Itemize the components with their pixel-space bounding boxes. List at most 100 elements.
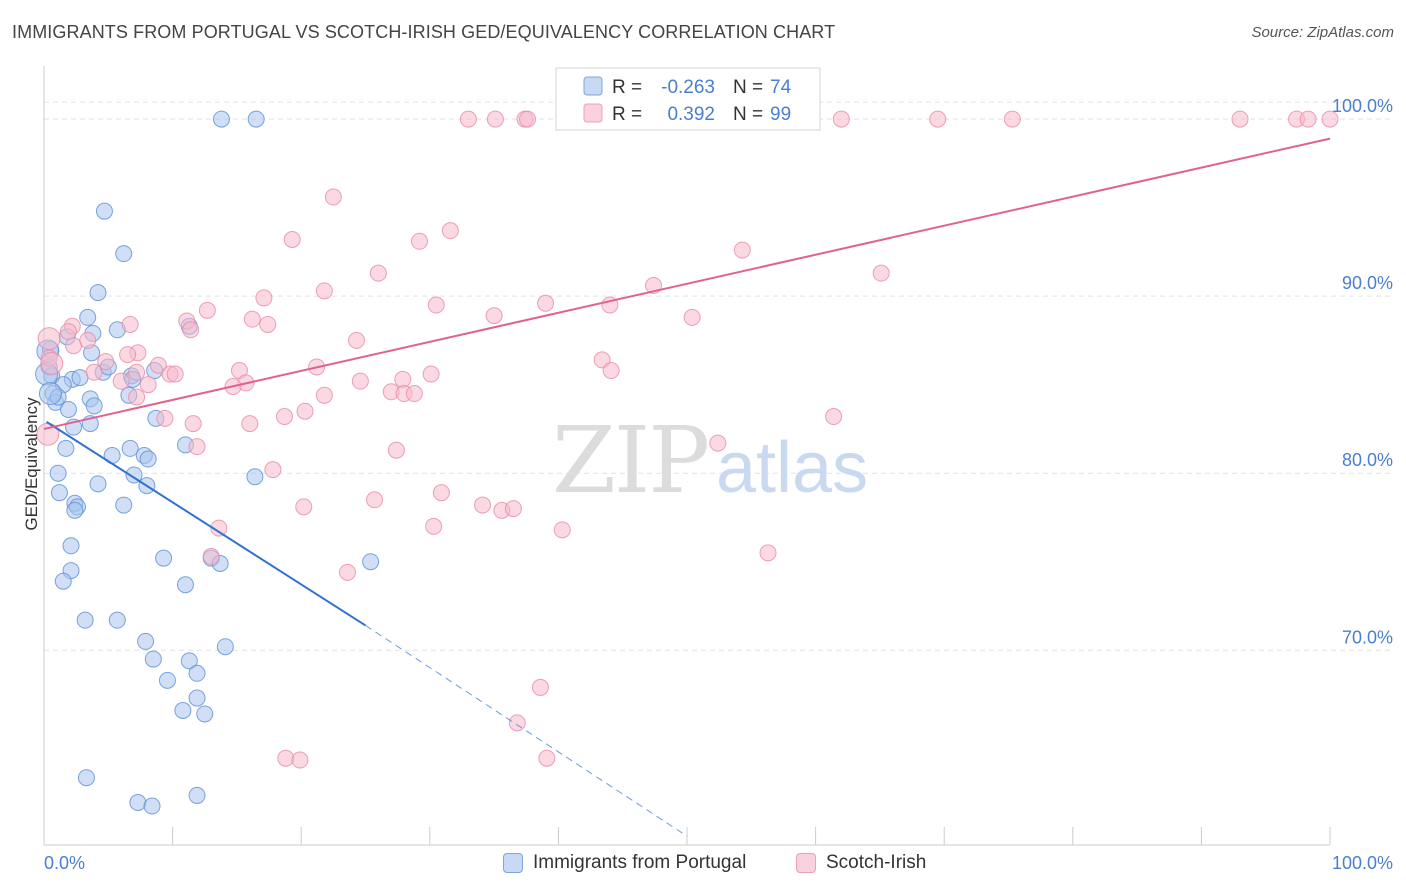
point-scotch-irish-67 bbox=[405, 385, 423, 403]
point-portugal-43 bbox=[50, 484, 68, 502]
point-scotch-irish-78 bbox=[264, 461, 282, 479]
point-scotch-irish-80 bbox=[366, 491, 384, 509]
point-portugal-40 bbox=[246, 468, 264, 486]
point-portugal-33 bbox=[121, 439, 139, 457]
watermark-atlas: atlas bbox=[716, 428, 868, 508]
point-scotch-irish-14 bbox=[1299, 110, 1317, 128]
watermark-zip: ZIP bbox=[552, 407, 708, 514]
point-scotch-irish-57 bbox=[602, 362, 620, 380]
point-portugal-60 bbox=[144, 650, 162, 668]
point-portugal-64 bbox=[188, 689, 206, 707]
point-scotch-irish-89 bbox=[759, 544, 777, 562]
point-scotch-irish-20 bbox=[283, 231, 301, 249]
point-scotch-irish-60 bbox=[112, 372, 130, 390]
point-portugal-57 bbox=[108, 611, 126, 629]
chart-source: Source: ZipAtlas.com bbox=[1251, 24, 1394, 41]
point-portugal-48 bbox=[62, 537, 80, 555]
point-scotch-irish-81 bbox=[295, 498, 313, 516]
point-portugal-67 bbox=[77, 769, 95, 787]
point-portugal-26 bbox=[59, 400, 77, 418]
point-portugal-56 bbox=[76, 611, 94, 629]
point-portugal-73 bbox=[38, 382, 62, 406]
stats-r-value-scotch-irish: 0.392 bbox=[667, 104, 715, 125]
legend-item-scotch-irish: Scotch-Irish bbox=[796, 852, 926, 874]
stats-r-label-scotch-irish: R = bbox=[612, 104, 642, 125]
point-portugal-61 bbox=[180, 652, 198, 670]
point-portugal-68 bbox=[129, 794, 147, 812]
point-scotch-irish-77 bbox=[709, 434, 727, 452]
point-portugal-0 bbox=[212, 110, 230, 128]
point-scotch-irish-79 bbox=[432, 484, 450, 502]
point-scotch-irish-71 bbox=[825, 408, 843, 426]
point-scotch-irish-59 bbox=[351, 372, 369, 390]
point-scotch-irish-87 bbox=[210, 519, 228, 537]
point-scotch-irish-21 bbox=[411, 232, 429, 250]
trend-line-portugal bbox=[46, 421, 367, 627]
stats-n-label-portugal: N = bbox=[733, 77, 763, 98]
point-portugal-41 bbox=[89, 475, 107, 493]
point-scotch-irish-93 bbox=[277, 749, 295, 767]
legend-label-portugal: Immigrants from Portugal bbox=[533, 852, 747, 873]
point-scotch-irish-28 bbox=[427, 296, 445, 314]
x-tick-label-0: 0.0% bbox=[44, 853, 85, 873]
point-scotch-irish-15 bbox=[1321, 110, 1339, 128]
point-scotch-irish-10 bbox=[929, 110, 947, 128]
point-scotch-irish-49 bbox=[149, 356, 167, 374]
point-scotch-irish-76 bbox=[387, 441, 405, 459]
x-tick-label-100: 100.0% bbox=[1332, 853, 1393, 873]
point-portugal-58 bbox=[137, 632, 155, 650]
point-portugal-37 bbox=[139, 450, 157, 468]
point-scotch-irish-64 bbox=[315, 386, 333, 404]
point-portugal-69 bbox=[188, 786, 206, 804]
point-scotch-irish-88 bbox=[202, 547, 220, 565]
point-scotch-irish-26 bbox=[255, 289, 273, 307]
point-portugal-62 bbox=[188, 664, 206, 682]
point-portugal-46 bbox=[115, 496, 133, 514]
point-portugal-32 bbox=[57, 439, 75, 457]
point-scotch-irish-75 bbox=[188, 438, 206, 456]
point-scotch-irish-82 bbox=[474, 496, 492, 514]
point-scotch-irish-63 bbox=[394, 370, 412, 388]
point-scotch-irish-1 bbox=[486, 110, 504, 128]
stats-r-value-portugal: -0.263 bbox=[661, 77, 715, 98]
point-portugal-65 bbox=[174, 701, 192, 719]
point-portugal-1 bbox=[247, 110, 265, 128]
point-portugal-54 bbox=[54, 572, 72, 590]
point-portugal-4 bbox=[89, 284, 107, 302]
point-portugal-47 bbox=[66, 501, 84, 519]
point-scotch-irish-19 bbox=[441, 222, 459, 240]
point-portugal-63 bbox=[158, 671, 176, 689]
point-scotch-irish-68 bbox=[128, 388, 146, 406]
legend-swatch-portugal bbox=[503, 853, 523, 873]
y-tick-label-80: 80.0% bbox=[1342, 450, 1393, 470]
point-scotch-irish-38 bbox=[121, 315, 139, 333]
stats-swatch-scotch-irish bbox=[583, 103, 603, 123]
point-scotch-irish-53 bbox=[166, 365, 184, 383]
stats-n-value-portugal: 74 bbox=[770, 77, 792, 98]
point-portugal-3 bbox=[115, 245, 133, 263]
point-scotch-irish-97 bbox=[40, 351, 64, 375]
point-scotch-irish-22 bbox=[733, 241, 751, 259]
point-scotch-irish-61 bbox=[139, 376, 157, 394]
legend-label-scotch-irish: Scotch-Irish bbox=[826, 852, 927, 873]
point-scotch-irish-69 bbox=[275, 408, 293, 426]
point-scotch-irish-0 bbox=[459, 110, 477, 128]
point-scotch-irish-29 bbox=[537, 294, 555, 312]
y-tick-label-90: 90.0% bbox=[1342, 273, 1393, 293]
trend-line-scotch-irish bbox=[43, 137, 1331, 430]
point-scotch-irish-84 bbox=[504, 500, 522, 518]
point-scotch-irish-18 bbox=[324, 188, 342, 206]
stats-r-label-portugal: R = bbox=[612, 77, 642, 98]
point-scotch-irish-96 bbox=[37, 327, 61, 351]
point-scotch-irish-27 bbox=[315, 282, 333, 300]
point-scotch-irish-23 bbox=[369, 264, 387, 282]
point-portugal-39 bbox=[125, 466, 143, 484]
point-scotch-irish-25 bbox=[872, 264, 890, 282]
point-portugal-38 bbox=[49, 464, 67, 482]
point-scotch-irish-50 bbox=[85, 363, 103, 381]
point-scotch-irish-45 bbox=[119, 346, 137, 364]
chart-title: IMMIGRANTS FROM PORTUGAL VS SCOTCH-IRISH… bbox=[12, 22, 836, 42]
point-scotch-irish-73 bbox=[184, 415, 202, 433]
point-scotch-irish-95 bbox=[538, 749, 556, 767]
